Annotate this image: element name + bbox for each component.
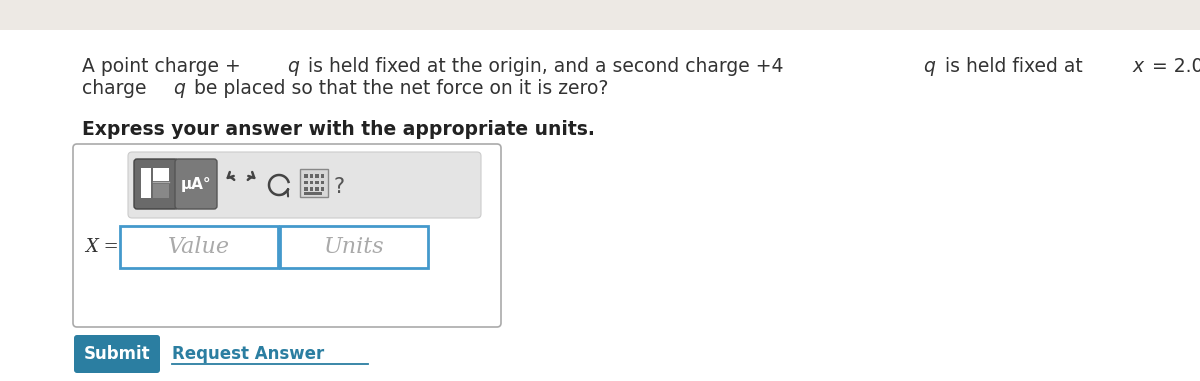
Text: q: q [287,57,299,76]
Bar [304,174,307,178]
FancyBboxPatch shape [175,159,217,209]
Text: x: x [1132,57,1144,76]
FancyBboxPatch shape [134,159,178,209]
Bar [310,187,313,190]
Text: be placed so that the net force on it is zero?: be placed so that the net force on it is… [188,79,608,98]
Bar [310,174,313,178]
Text: Value: Value [168,236,230,258]
Bar [320,174,324,178]
Text: Express your answer with the appropriate units.: Express your answer with the appropriate… [82,120,595,139]
FancyBboxPatch shape [280,226,428,268]
FancyBboxPatch shape [120,226,278,268]
Text: q: q [173,79,185,98]
Bar [314,174,318,178]
Bar [142,168,151,198]
Text: ?: ? [334,177,344,197]
Bar [320,187,324,190]
FancyBboxPatch shape [0,0,1200,30]
Text: Request Answer: Request Answer [172,345,324,363]
Bar [320,181,324,184]
Bar [304,181,307,184]
FancyBboxPatch shape [300,169,328,197]
Text: charge: charge [82,79,152,98]
Bar [154,168,169,181]
Bar [314,181,318,184]
Text: is held fixed at the origin, and a second charge +4: is held fixed at the origin, and a secon… [302,57,784,76]
Bar [314,187,318,190]
Text: Units: Units [324,236,384,258]
FancyBboxPatch shape [128,152,481,218]
Text: X =: X = [85,238,119,256]
FancyBboxPatch shape [74,335,160,373]
Text: = 2.0: = 2.0 [1146,57,1200,76]
Bar [304,192,322,195]
Text: Request Answer: Request Answer [172,345,324,363]
Text: q: q [924,57,935,76]
FancyBboxPatch shape [73,144,502,327]
Bar [154,184,169,198]
Text: is held fixed at: is held fixed at [938,57,1088,76]
Bar [304,187,307,190]
Text: A point charge +: A point charge + [82,57,241,76]
Text: Submit: Submit [84,345,150,363]
Bar [310,181,313,184]
Text: μA°: μA° [181,178,211,192]
